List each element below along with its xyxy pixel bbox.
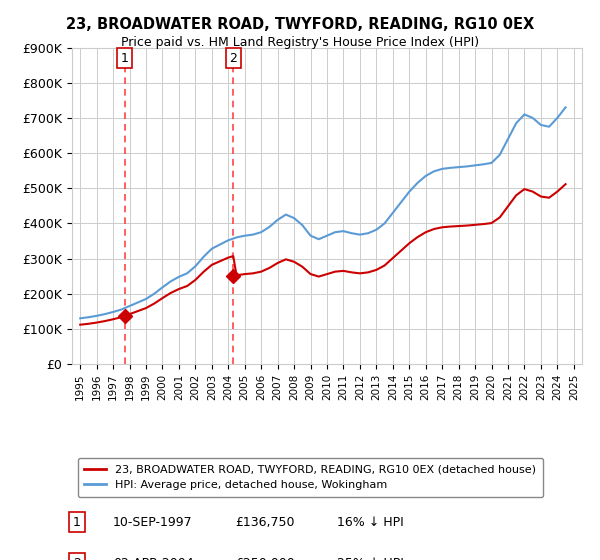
Text: 23, BROADWATER ROAD, TWYFORD, READING, RG10 0EX: 23, BROADWATER ROAD, TWYFORD, READING, R… [66,17,534,32]
Text: 10-SEP-1997: 10-SEP-1997 [113,516,193,529]
Legend: 23, BROADWATER ROAD, TWYFORD, READING, RG10 0EX (detached house), HPI: Average p: 23, BROADWATER ROAD, TWYFORD, READING, R… [77,458,543,497]
Text: 16% ↓ HPI: 16% ↓ HPI [337,516,404,529]
Text: 25% ↓ HPI: 25% ↓ HPI [337,557,404,560]
Text: 1: 1 [121,52,128,64]
Text: 2: 2 [73,557,81,560]
Text: 2: 2 [229,52,237,64]
Text: £136,750: £136,750 [235,516,295,529]
Text: £250,000: £250,000 [235,557,295,560]
Text: Price paid vs. HM Land Registry's House Price Index (HPI): Price paid vs. HM Land Registry's House … [121,36,479,49]
Text: 1: 1 [73,516,81,529]
Text: 02-APR-2004: 02-APR-2004 [113,557,193,560]
